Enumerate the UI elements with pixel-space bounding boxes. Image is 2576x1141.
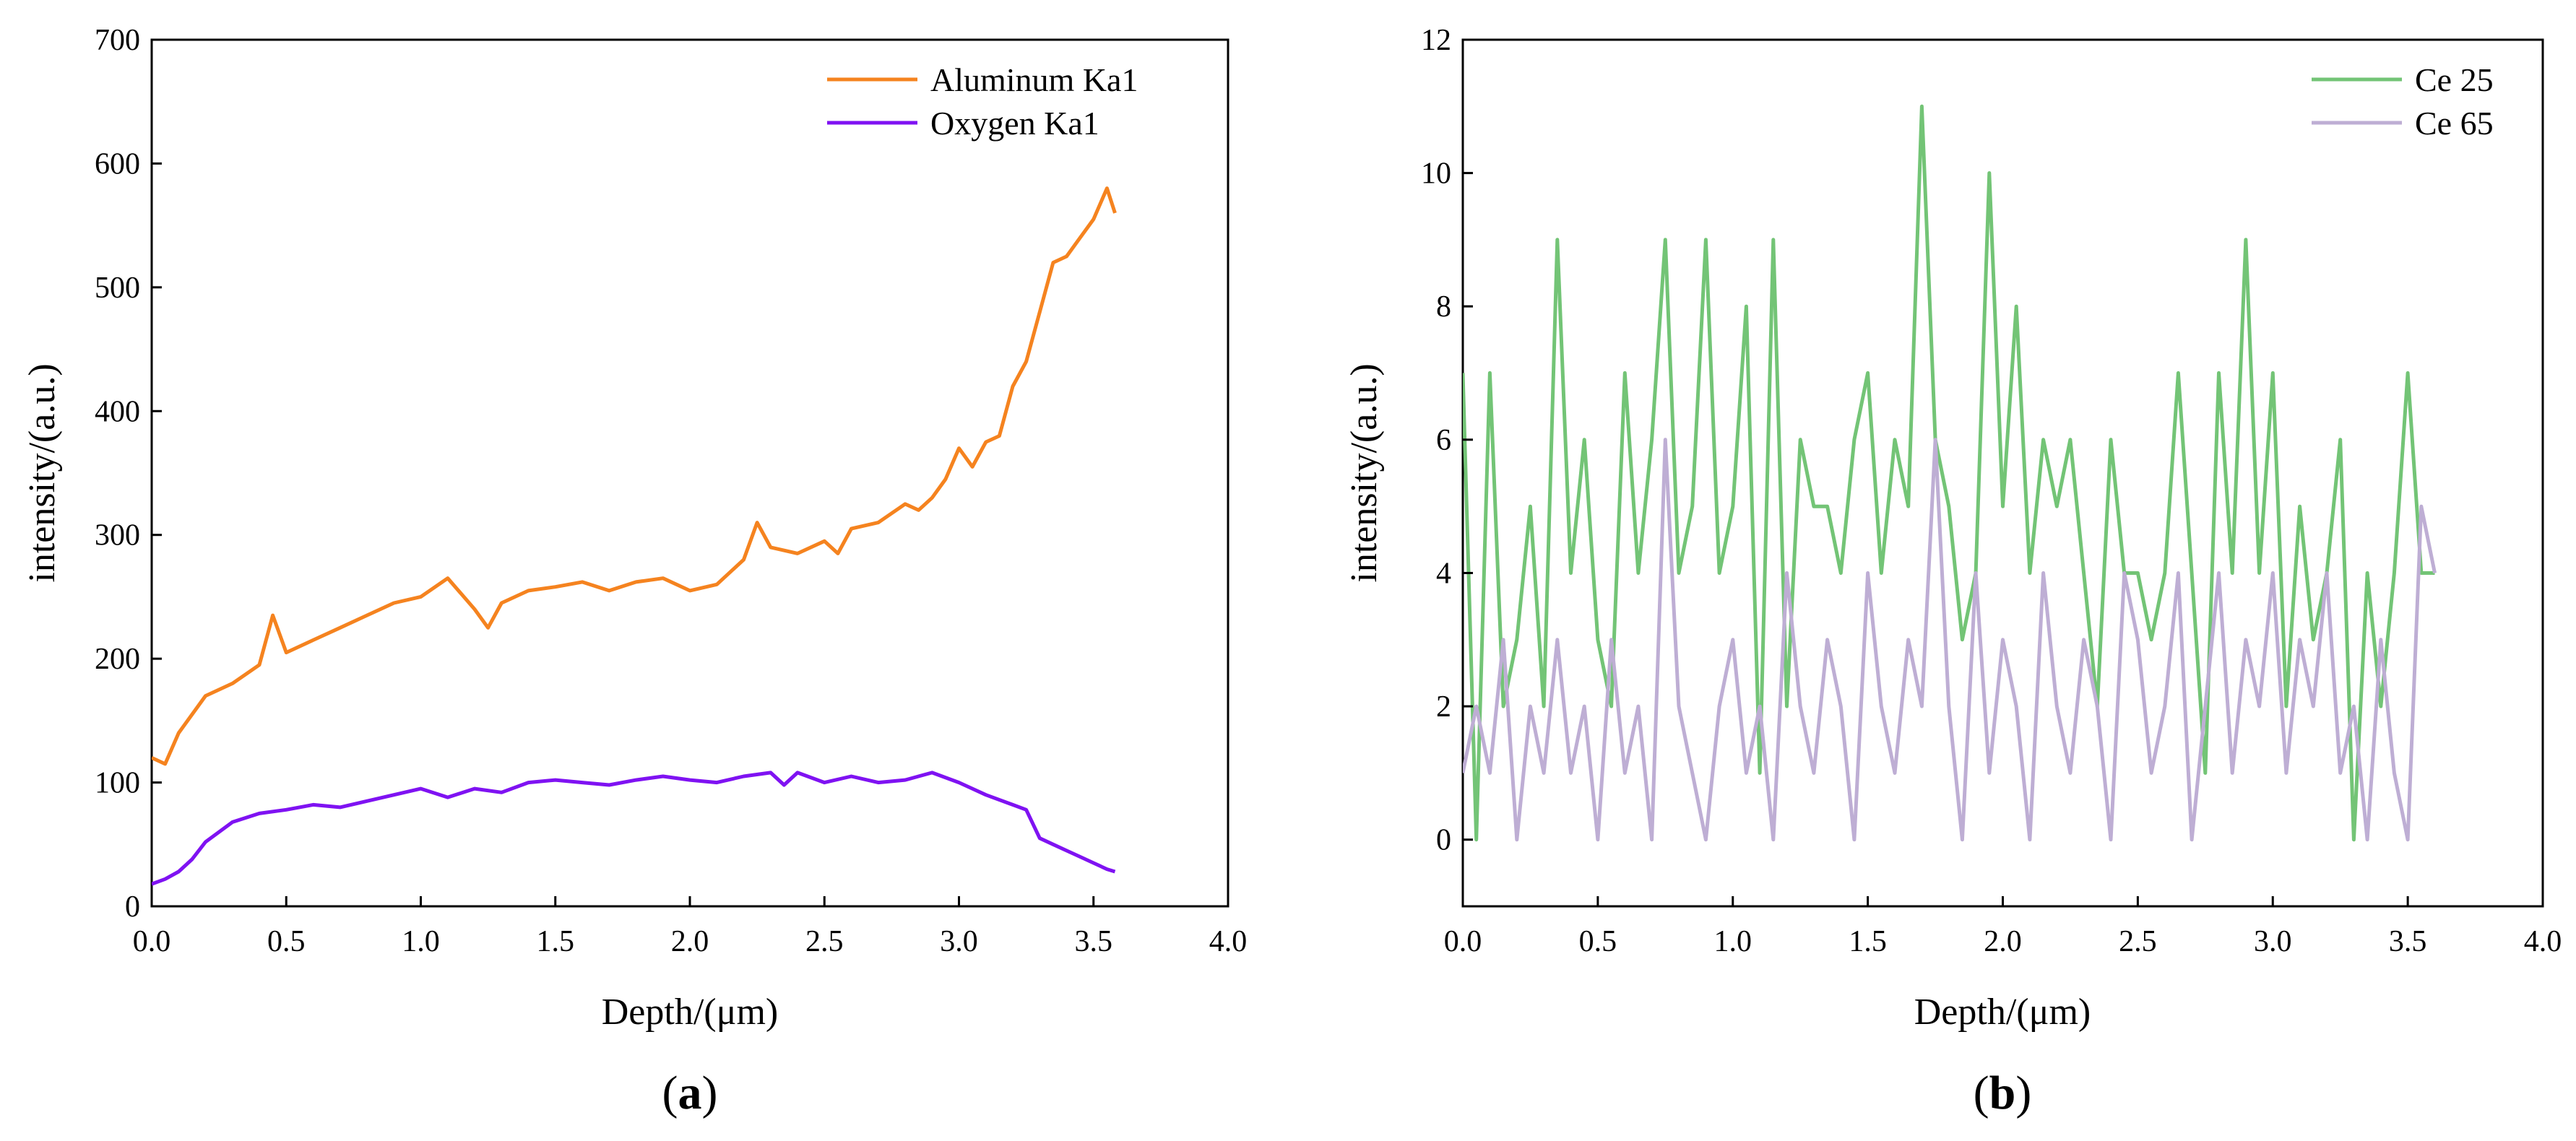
y-tick-label-b: 4	[1436, 557, 1451, 590]
panel-a: 0.0 0.5 1.0 1.5 2.0 2.5 3.0 3.5 4.0 0 100 200 300 40…	[22, 24, 1247, 1119]
series-line-oxygen-ka1	[152, 771, 1116, 886]
x-axis-ticks-b: 0.0 0.5 1.0 1.5 2.0 2.5 3.0 3.5 4.0	[1444, 896, 2562, 958]
panel-b: 0.0 0.5 1.0 1.5 2.0 2.5 3.0 3.5 4.0 0 2 4 6 8 10 12 De…	[1344, 24, 2562, 1119]
plot-area-b	[1463, 104, 2437, 842]
y-tick-label-b: 12	[1421, 24, 1451, 57]
y-tick-label-a: 300	[95, 519, 140, 552]
y-tick-label-b: 8	[1436, 290, 1451, 324]
x-tick-label-b: 3.0	[2254, 925, 2292, 958]
y-tick-label-b: 10	[1421, 157, 1451, 191]
x-tick-label-b: 2.0	[1984, 925, 2022, 958]
y-tick-label-a: 500	[95, 272, 140, 305]
y-tick-label-a: 400	[95, 395, 140, 428]
series-line-ce-25	[1463, 104, 2435, 842]
y-tick-label-a: 200	[95, 643, 140, 676]
panel-label-b-open: (	[1974, 1067, 1989, 1119]
y-tick-label-b: 2	[1436, 690, 1451, 724]
y-tick-label-a: 600	[95, 147, 140, 181]
x-tick-label-a: 1.0	[402, 925, 440, 958]
legend-label-aluminum-ka1: Aluminum Ka1	[930, 61, 1138, 98]
x-axis-title-b: Depth/(μm)	[1914, 992, 2091, 1033]
x-tick-label-a: 0.0	[133, 925, 171, 958]
legend-a: Aluminum Ka1 Oxygen Ka1	[827, 61, 1138, 142]
legend-label-ce-65: Ce 65	[2415, 105, 2494, 142]
panel-label-a-open: (	[662, 1067, 678, 1119]
x-tick-label-a: 0.5	[267, 925, 306, 958]
legend-label-oxygen-ka1: Oxygen Ka1	[930, 105, 1099, 142]
y-tick-label-b: 0	[1436, 824, 1451, 857]
x-tick-label-a: 3.0	[940, 925, 978, 958]
series-line-aluminum-ka1	[152, 186, 1117, 766]
x-tick-label-a: 3.5	[1075, 925, 1113, 958]
legend-label-ce-25: Ce 25	[2415, 61, 2494, 98]
x-tick-label-b: 3.5	[2389, 925, 2427, 958]
y-tick-label-a: 700	[95, 24, 140, 57]
y-axis-title-a: intensity/(a.u.)	[22, 363, 63, 582]
y-tick-label-b: 6	[1436, 424, 1451, 457]
x-tick-label-a: 2.5	[805, 925, 844, 958]
x-tick-label-b: 0.5	[1579, 925, 1617, 958]
x-tick-label-a: 2.0	[671, 925, 709, 958]
x-tick-label-a: 4.0	[1209, 925, 1248, 958]
series-line-ce-65	[1463, 438, 2437, 842]
x-tick-label-b: 1.5	[1849, 925, 1887, 958]
panel-label-a-letter: a	[678, 1067, 702, 1119]
y-axis-title-b: intensity/(a.u.)	[1344, 363, 1385, 582]
panel-label-b: (b)	[1974, 1067, 2032, 1119]
panel-label-b-close: )	[2015, 1067, 2031, 1119]
x-tick-label-b: 4.0	[2524, 925, 2562, 958]
y-tick-label-a: 100	[95, 767, 140, 800]
x-axis-ticks-a: 0.0 0.5 1.0 1.5 2.0 2.5 3.0 3.5 4.0	[133, 896, 1248, 958]
plot-area-a	[152, 186, 1117, 886]
y-axis-ticks-b: 0 2 4 6 8 10 12	[1421, 24, 1473, 857]
x-tick-label-a: 1.5	[537, 925, 575, 958]
y-axis-ticks-a: 0 100 200 300 400 500 600 700	[95, 24, 162, 924]
x-tick-label-b: 2.5	[2119, 925, 2157, 958]
legend-b: Ce 25 Ce 65	[2312, 61, 2494, 142]
x-axis-title-a: Depth/(μm)	[602, 992, 779, 1033]
plot-frame-a	[150, 38, 1229, 908]
x-tick-label-b: 1.0	[1714, 925, 1752, 958]
y-tick-label-a: 0	[125, 890, 140, 924]
x-tick-label-b: 0.0	[1444, 925, 1482, 958]
panel-label-a: (a)	[662, 1067, 718, 1119]
panel-label-b-letter: b	[1989, 1067, 2016, 1119]
panel-label-a-close: )	[702, 1067, 718, 1119]
